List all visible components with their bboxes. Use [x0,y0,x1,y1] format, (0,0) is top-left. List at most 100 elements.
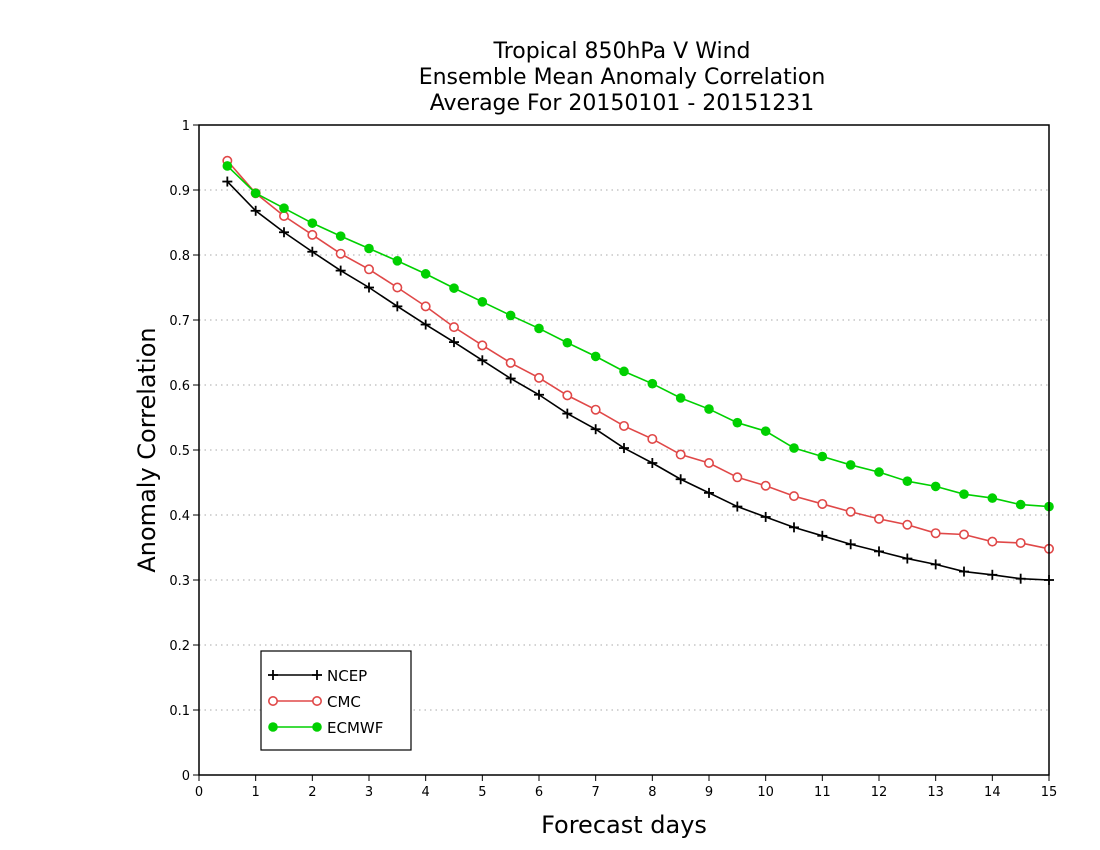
y-tick-label: 0.8 [169,249,190,264]
data-point-cmc [987,536,998,547]
data-point-ncep [307,246,318,257]
x-tick-label: 3 [365,785,373,800]
data-point-ecmwf [959,489,969,500]
x-tick-label: 11 [814,785,831,800]
x-tick-label: 12 [871,785,888,800]
data-point-ecmwf [845,460,856,470]
data-point-ecmwf [364,243,374,254]
data-point-ecmwf [987,493,998,503]
title-line-3: Average For 20150101 - 20151231 [430,91,815,116]
series-cmc [222,155,1055,554]
y-tick-label: 0.5 [169,444,190,459]
y-tick-label: 0 [182,769,190,784]
data-point-cmc [505,357,516,368]
y-tick-label: 0.1 [169,704,190,719]
data-point-cmc [477,340,488,351]
legend: NCEP CMC ECMWF [260,650,412,751]
data-point-ecmwf [449,283,459,293]
data-point-cmc [618,420,629,431]
legend-swatch-marker [312,670,322,680]
data-point-cmc [788,491,799,502]
data-point-cmc [590,404,601,415]
y-tick-label: 0.7 [169,314,190,329]
data-point-cmc [817,498,828,509]
y-tick-label: 0.4 [169,509,190,524]
data-point-cmc [760,480,771,491]
data-point-cmc [675,449,686,460]
x-tick-label: 7 [592,785,600,800]
data-point-cmc [647,433,658,444]
x-tick-label: 9 [705,785,713,800]
series-line-ecmwf [226,165,1050,508]
axis-ticks: 00.10.20.30.40.50.60.70.80.910 1 2 3 4 5 6 7 8 9 1… [169,119,1057,800]
data-point-cmc [1015,537,1026,548]
data-point-ecmwf [534,323,544,334]
data-point-ncep [279,227,289,238]
y-tick-label: 0.2 [169,639,190,654]
legend-swatch-marker [268,722,278,732]
data-point-cmc [703,457,714,468]
data-point-ecmwf [874,467,884,477]
y-tick-label: 0.9 [169,184,190,199]
y-axis-label: Anomaly Correlation [133,327,161,572]
data-point-ncep [505,373,516,384]
x-axis-label: Forecast days [541,811,707,839]
data-point-ncep [392,301,403,312]
data-point-ecmwf [477,297,488,307]
data-point-cmc [902,519,913,530]
x-tick-label: 4 [422,785,430,800]
data-point-ncep [477,355,488,366]
x-tick-label: 5 [478,785,486,800]
data-point-ecmwf [732,417,743,428]
data-point-ncep [590,424,601,435]
legend-item-cmc: CMC [267,693,361,711]
x-tick-label: 1 [252,785,260,800]
data-point-ecmwf [307,218,318,228]
data-point-ecmwf [250,188,261,199]
data-point-ncep [704,487,714,498]
data-point-cmc [448,322,459,333]
data-point-ncep [874,546,884,557]
data-point-cmc [958,529,969,540]
data-point-ecmwf [505,310,516,321]
data-point-ncep [675,474,686,485]
data-point-ecmwf [675,393,686,403]
chart-title: Tropical 850hPa V Wind Ensemble Mean Ano… [419,39,826,116]
data-point-ecmwf [420,269,431,279]
data-point-cmc [363,264,374,275]
data-point-ncep [364,282,374,293]
data-point-cmc [930,528,941,539]
data-point-ncep [335,265,346,276]
data-point-ncep [619,443,629,454]
data-point-ncep [534,389,544,400]
data-point-ncep [959,566,969,577]
data-point-ecmwf [279,203,289,213]
data-point-ncep [789,522,799,533]
data-point-ncep [902,553,913,564]
x-tick-label: 8 [648,785,656,800]
data-point-cmc [562,390,573,401]
data-point-ncep [222,176,233,187]
series-ecmwf [222,161,1054,512]
data-point-ncep [420,319,431,330]
data-point-ncep [647,458,658,468]
legend-swatch-marker [312,722,322,732]
data-point-ncep [250,205,261,216]
x-tick-label: 2 [308,785,316,800]
series-ncep [222,176,1054,585]
data-point-cmc [278,211,289,222]
data-point-ecmwf [590,351,601,362]
legend-label-cmc: CMC [327,693,361,711]
x-tick-label: 15 [1041,785,1058,800]
data-point-ncep [987,569,998,580]
data-point-ecmwf [619,366,629,377]
data-point-ncep [449,337,459,348]
data-point-ecmwf [335,231,346,241]
data-point-ncep [930,559,941,570]
data-point-ecmwf [392,256,403,266]
legend-label-ncep: NCEP [327,667,367,685]
legend-item-ecmwf: ECMWF [268,719,383,737]
x-tick-label: 6 [535,785,543,800]
